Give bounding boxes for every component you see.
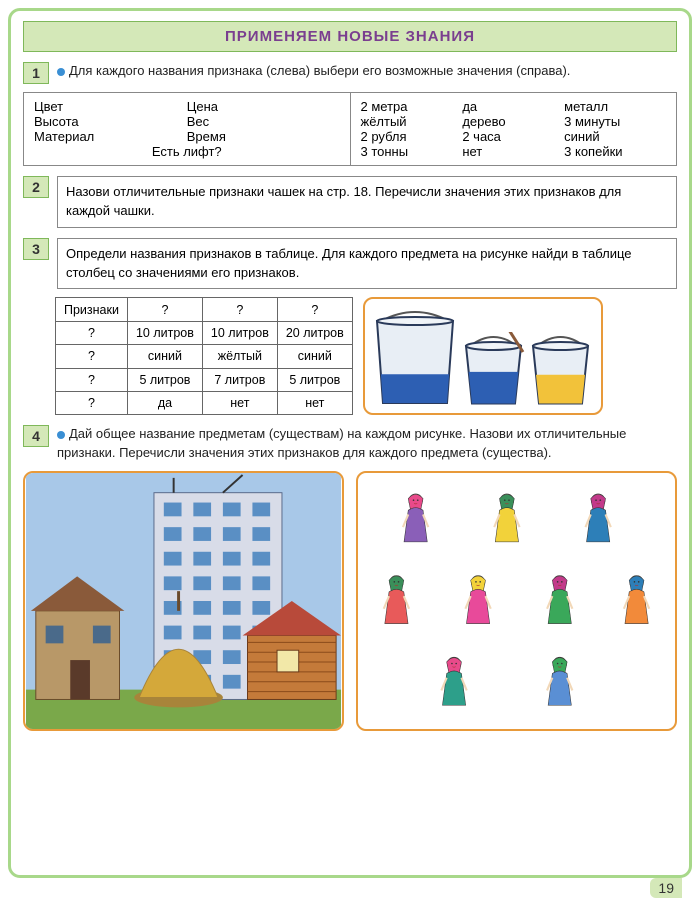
attr-name: Цена <box>187 99 340 114</box>
attr-value: 2 метра <box>361 99 463 114</box>
houses-illustration <box>23 471 344 731</box>
task-number: 1 <box>23 62 49 84</box>
attr-value: 3 копейки <box>564 144 666 159</box>
bucket-icon <box>373 307 457 409</box>
attr-name: Высота <box>34 114 187 129</box>
task2-box: Назови отличительные признаки чашек на с… <box>57 176 677 228</box>
bullet-icon <box>57 68 65 76</box>
task2-text: Назови отличительные признаки чашек на с… <box>66 184 621 218</box>
cell: 7 литров <box>202 368 277 391</box>
attr-value: металл <box>564 99 666 114</box>
task1-prompt: Для каждого названия признака (слева) вы… <box>69 63 570 78</box>
task3-box: Определи названия признаков в таблице. Д… <box>57 238 677 290</box>
cell: да <box>127 391 202 414</box>
cell: 20 литров <box>277 321 352 344</box>
cell: ? <box>56 391 128 414</box>
cell: ? <box>56 321 128 344</box>
page-frame: ПРИМЕНЯЕМ НОВЫЕ ЗНАНИЯ 1 Для каждого наз… <box>8 8 692 878</box>
attr-value: да <box>462 99 564 114</box>
cell: 10 литров <box>202 321 277 344</box>
cell: синий <box>127 345 202 368</box>
attr-name: Вес <box>187 114 340 129</box>
attr-value: синий <box>564 129 666 144</box>
task-4: 4 Дай общее название предметам (существа… <box>23 425 677 731</box>
cell: нет <box>277 391 352 414</box>
cell: жёлтый <box>202 345 277 368</box>
cell: ? <box>56 345 128 368</box>
attr-name: Материал <box>34 129 187 144</box>
attr-value: 3 минуты <box>564 114 666 129</box>
page-number: 19 <box>650 878 682 898</box>
task-number: 4 <box>23 425 49 447</box>
task-1: 1 Для каждого названия признака (слева) … <box>23 62 677 166</box>
table-header: ? <box>202 298 277 321</box>
task1-columns: Цвет Высота Материал Цена Вес Время Есть… <box>23 92 677 166</box>
task-text: Для каждого названия признака (слева) вы… <box>57 62 677 81</box>
task3-text: Определи названия признаков в таблице. Д… <box>66 246 632 280</box>
buckets-illustration <box>363 297 603 415</box>
task-3: 3 Определи названия признаков в таблице.… <box>23 238 677 416</box>
attr-name: Есть лифт? <box>34 144 340 159</box>
cell: ? <box>56 368 128 391</box>
section-header: ПРИМЕНЯЕМ НОВЫЕ ЗНАНИЯ <box>23 21 677 52</box>
attr-value: 2 рубля <box>361 129 463 144</box>
attributes-table: Признаки ? ? ? ?10 литров10 литров20 лит… <box>55 297 353 415</box>
bucket-icon <box>462 332 525 410</box>
attr-value: дерево <box>462 114 564 129</box>
task-text: Дай общее название предметам (существам)… <box>57 425 677 463</box>
attr-value: жёлтый <box>361 114 463 129</box>
attr-name: Цвет <box>34 99 187 114</box>
task4-prompt: Дай общее название предметам (существам)… <box>57 426 626 460</box>
bullet-icon <box>57 431 65 439</box>
cell: синий <box>277 345 352 368</box>
houses-svg <box>25 473 342 729</box>
cell: нет <box>202 391 277 414</box>
cell: 10 литров <box>127 321 202 344</box>
attr-value: 3 тонны <box>361 144 463 159</box>
cell: 5 литров <box>127 368 202 391</box>
table-header: ? <box>127 298 202 321</box>
table-header: ? <box>277 298 352 321</box>
task-number: 3 <box>23 238 49 260</box>
task-number: 2 <box>23 176 49 198</box>
cell: 5 литров <box>277 368 352 391</box>
dolls-illustration <box>356 471 677 731</box>
dolls-svg <box>358 473 675 729</box>
table-header: Признаки <box>56 298 128 321</box>
attr-value: 2 часа <box>462 129 564 144</box>
attr-name: Время <box>187 129 340 144</box>
attr-value: нет <box>462 144 564 159</box>
bucket-icon <box>529 332 592 410</box>
task-2: 2 Назови отличительные признаки чашек на… <box>23 176 677 228</box>
